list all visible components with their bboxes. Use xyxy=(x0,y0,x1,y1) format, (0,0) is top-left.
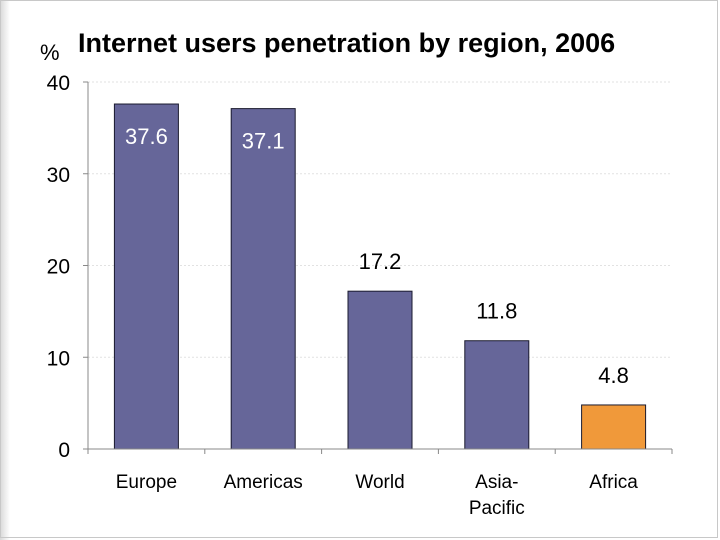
bar-world xyxy=(347,290,413,450)
x-tick-label: Americas xyxy=(224,472,303,493)
x-tick-labels: Europe Americas World Asia-Pacific Africa xyxy=(116,472,639,519)
x-tick-label: Asia-Pacific xyxy=(469,472,525,519)
y-tick-labels: 0 10 20 30 40 xyxy=(47,72,70,462)
data-label: 4.8 xyxy=(598,363,629,388)
bars xyxy=(113,103,647,450)
bar-europe xyxy=(113,103,179,450)
y-axis-unit-label: % xyxy=(40,40,60,65)
y-tick-label: 40 xyxy=(47,72,70,95)
data-label: 37.6 xyxy=(125,124,168,149)
y-tick-label: 30 xyxy=(47,164,70,187)
y-tick-label: 10 xyxy=(47,347,70,370)
y-tick-label: 0 xyxy=(58,439,70,462)
data-label: 11.8 xyxy=(476,299,517,324)
x-tick-label: World xyxy=(355,472,404,493)
chart-title: Internet users penetration by region, 20… xyxy=(78,28,615,58)
left-edge-shadow xyxy=(0,0,10,540)
bar-africa xyxy=(581,404,647,450)
y-tick-label: 20 xyxy=(47,256,70,279)
bar-americas xyxy=(230,108,296,450)
x-tick-label: Europe xyxy=(116,472,177,493)
data-label: 17.2 xyxy=(359,249,402,274)
axes xyxy=(83,81,673,454)
x-tick-label: Africa xyxy=(589,472,638,493)
data-labels: 37.6 37.1 17.2 11.8 4.8 xyxy=(125,124,629,388)
data-label: 37.1 xyxy=(242,129,285,154)
bar-asiapacific xyxy=(464,340,530,450)
